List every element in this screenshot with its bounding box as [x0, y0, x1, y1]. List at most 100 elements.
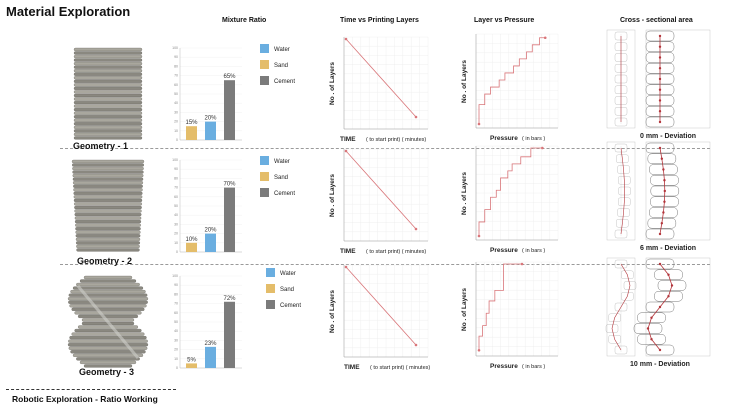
print-layer — [76, 248, 140, 252]
print-layer — [74, 212, 142, 217]
print-layer — [73, 132, 143, 137]
layer-section — [647, 153, 677, 164]
y-tick-label: 100 — [172, 46, 178, 50]
y-axis-label: No . of Layers — [461, 172, 468, 215]
print-layer — [79, 360, 137, 365]
series-line — [345, 150, 417, 230]
print-layer — [73, 86, 143, 91]
y-tick-label: 10 — [174, 357, 178, 361]
print-layer — [73, 79, 143, 83]
y-tick-label: 0 — [176, 138, 178, 142]
layer-section — [645, 228, 675, 240]
legend-label: Sand — [274, 175, 288, 181]
y-tick-label: 20 — [174, 348, 178, 352]
bar-cement — [224, 187, 235, 252]
y-tick-label: 70 — [174, 186, 178, 190]
print-layer — [74, 202, 142, 206]
print-layer — [73, 62, 143, 66]
data-point — [543, 36, 547, 40]
print-layer — [77, 314, 139, 319]
print-layer — [72, 166, 144, 171]
print-layer — [73, 129, 143, 133]
bar-sand — [186, 126, 197, 140]
print-layer — [73, 198, 143, 203]
deviation-label: 6 mm - Deviation — [640, 245, 696, 252]
section-frame — [645, 257, 711, 357]
y-tick-label: 30 — [174, 110, 178, 114]
print-layer — [74, 216, 142, 220]
deviation-path — [611, 263, 631, 351]
data-point — [477, 234, 481, 238]
bar-value-label: 20% — [204, 116, 217, 122]
footer-rule — [6, 389, 176, 390]
y-tick-label: 80 — [174, 64, 178, 68]
column-header-time: Time vs Printing Layers — [340, 17, 419, 24]
bar-value-label: 65% — [223, 74, 236, 80]
print-layer — [73, 97, 143, 101]
y-tick-label: 40 — [174, 101, 178, 105]
y-tick-label: 100 — [172, 158, 178, 162]
y-tick-label: 50 — [174, 204, 178, 208]
print-layer — [72, 174, 144, 178]
print-layer — [83, 275, 133, 280]
print-layer — [68, 339, 148, 343]
bar-value-label: 5% — [187, 357, 196, 363]
print-layer — [71, 332, 145, 336]
print-layer — [69, 336, 147, 340]
y-tick-label: 90 — [174, 283, 178, 287]
print-layer — [74, 220, 142, 224]
print-layer — [76, 244, 140, 249]
legend-label: Cement — [274, 191, 295, 197]
legend-label: Sand — [280, 287, 294, 293]
series-line — [478, 37, 546, 124]
bar-sand — [186, 242, 197, 252]
y-tick-label: 0 — [176, 250, 178, 254]
data-point — [344, 37, 348, 41]
geometry-render — [73, 47, 143, 140]
print-layer — [76, 357, 140, 361]
bar-value-label: 10% — [185, 237, 198, 243]
print-layer — [74, 209, 142, 213]
print-layer — [74, 205, 142, 210]
layer-section — [614, 302, 628, 312]
layer-section — [657, 280, 687, 291]
print-layer — [75, 241, 141, 245]
time-vs-layers-chart: No . of Layers TIME ( to start print) ( mi… — [329, 148, 429, 255]
print-layer — [73, 122, 143, 126]
y-axis-label: No . of Layers — [461, 288, 468, 331]
layer-section — [654, 269, 683, 280]
geometry-render — [71, 159, 145, 252]
x-axis-sub-label: ( to start print) ( minutes) — [366, 137, 426, 143]
section-frame — [645, 29, 711, 129]
layer-section — [649, 207, 678, 218]
section-frame — [645, 141, 711, 241]
section-frame — [606, 141, 636, 241]
y-tick-label: 50 — [174, 92, 178, 96]
print-layer — [72, 286, 144, 290]
legend-swatch — [266, 284, 275, 293]
print-layer — [73, 83, 143, 87]
bar-water — [205, 346, 216, 368]
print-layer — [73, 58, 143, 62]
x-axis-sub-label: ( in bars ) — [522, 248, 545, 254]
layer-section — [614, 259, 628, 269]
bar-cement — [224, 301, 235, 368]
cross-section: 6 mm - Deviation — [606, 141, 711, 252]
print-layer — [73, 104, 143, 108]
y-tick-label: 20 — [174, 120, 178, 124]
bar-water — [205, 121, 216, 140]
x-axis-sub-label: ( in bars ) — [522, 136, 545, 142]
print-layer — [73, 65, 143, 69]
print-layer — [73, 118, 143, 122]
y-axis-label: No . of Layers — [329, 62, 336, 105]
data-point — [541, 146, 544, 150]
print-layer — [75, 234, 141, 238]
series-line — [478, 263, 522, 351]
data-point — [344, 149, 348, 153]
print-layer — [71, 159, 145, 164]
print-layer — [83, 364, 133, 368]
legend-swatch — [260, 156, 269, 165]
time-vs-layers-chart: No . of Layers TIME ( to start print) ( mi… — [329, 264, 430, 371]
data-point — [520, 262, 524, 266]
